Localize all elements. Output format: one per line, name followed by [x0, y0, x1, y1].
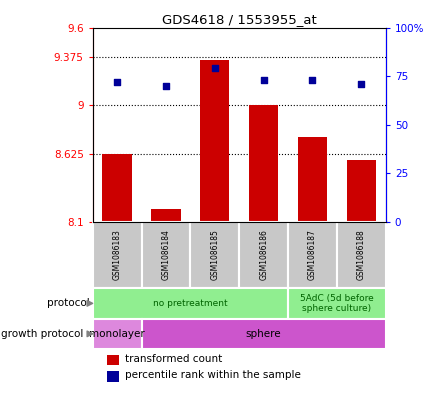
Bar: [107, 371, 119, 382]
Bar: [249, 105, 278, 222]
Bar: [287, 288, 385, 319]
Text: sphere: sphere: [245, 329, 281, 339]
Bar: [287, 222, 336, 288]
Bar: [92, 319, 141, 349]
Text: GSM1086187: GSM1086187: [307, 230, 316, 280]
Bar: [239, 222, 287, 288]
Text: GSM1086185: GSM1086185: [210, 230, 219, 280]
Point: [308, 77, 315, 83]
Bar: [190, 222, 239, 288]
Text: GSM1086183: GSM1086183: [112, 230, 121, 280]
Text: GSM1086184: GSM1086184: [161, 230, 170, 280]
Bar: [297, 138, 326, 222]
Bar: [92, 288, 287, 319]
Text: growth protocol: growth protocol: [0, 329, 83, 339]
Point: [114, 79, 120, 85]
Bar: [107, 354, 119, 365]
Title: GDS4618 / 1553955_at: GDS4618 / 1553955_at: [161, 13, 316, 26]
Text: no pretreatment: no pretreatment: [153, 299, 227, 308]
Bar: [346, 160, 375, 222]
Point: [260, 77, 267, 83]
Text: transformed count: transformed count: [125, 354, 221, 364]
Bar: [92, 222, 141, 288]
Text: GSM1086186: GSM1086186: [258, 230, 267, 280]
Bar: [141, 319, 385, 349]
Text: 5AdC (5d before
sphere culture): 5AdC (5d before sphere culture): [299, 294, 373, 313]
Text: GSM1086188: GSM1086188: [356, 230, 365, 280]
Text: monolayer: monolayer: [89, 329, 144, 339]
Bar: [200, 60, 229, 222]
Text: percentile rank within the sample: percentile rank within the sample: [125, 371, 300, 380]
Bar: [141, 222, 190, 288]
Point: [162, 83, 169, 89]
Bar: [336, 222, 385, 288]
Bar: [151, 209, 180, 222]
Point: [211, 65, 218, 72]
Bar: [102, 154, 132, 222]
Text: protocol: protocol: [47, 298, 90, 309]
Point: [357, 81, 364, 87]
